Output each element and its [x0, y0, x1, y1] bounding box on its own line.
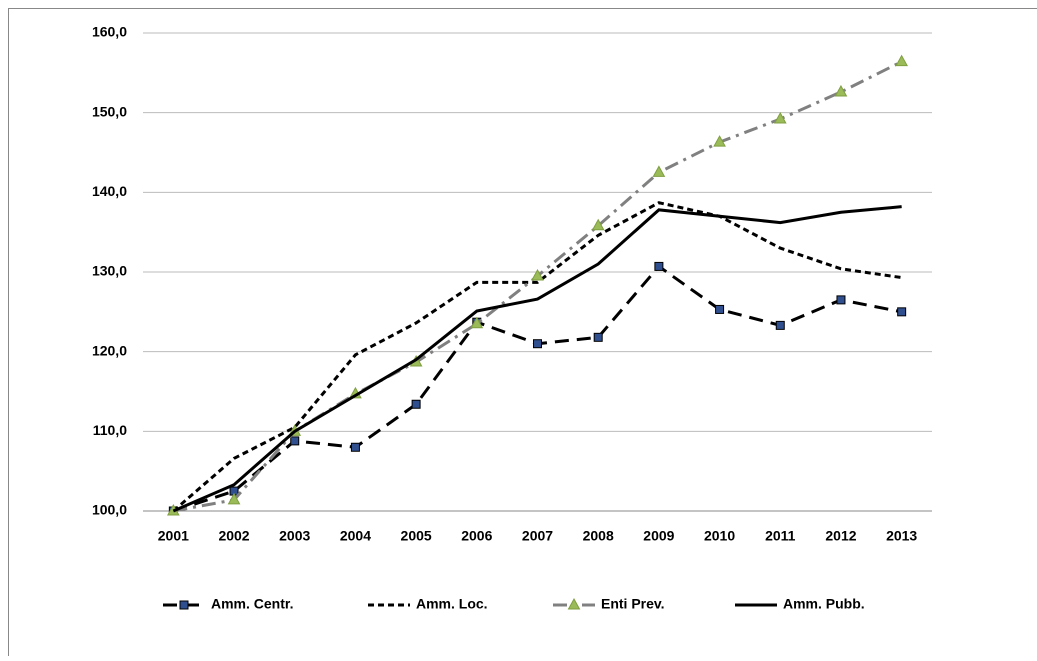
x-tick-label: 2011 — [765, 528, 796, 544]
data-point — [291, 437, 299, 445]
x-tick-label: 2007 — [522, 528, 553, 544]
x-tick-label: 2003 — [279, 528, 310, 544]
data-point — [716, 305, 724, 313]
x-tick-label: 2010 — [704, 528, 735, 544]
y-tick-label: 150,0 — [92, 103, 127, 119]
y-tick-label: 160,0 — [92, 24, 127, 40]
x-tick-label: 2009 — [643, 528, 674, 544]
data-point — [776, 321, 784, 329]
data-point — [837, 296, 845, 304]
x-tick-label: 2001 — [158, 528, 189, 544]
data-point — [898, 308, 906, 316]
y-tick-label: 130,0 — [92, 263, 127, 279]
legend-label: Amm. Pubb. — [783, 596, 865, 612]
x-tick-label: 2012 — [825, 528, 856, 544]
y-tick-label: 110,0 — [93, 422, 127, 438]
data-point — [534, 340, 542, 348]
x-tick-label: 2004 — [340, 528, 371, 544]
legend-label: Amm. Loc. — [416, 596, 488, 612]
data-point — [412, 400, 420, 408]
legend-marker — [180, 601, 188, 609]
y-tick-label: 140,0 — [92, 183, 127, 199]
y-tick-label: 120,0 — [92, 342, 127, 358]
legend-label: Enti Prev. — [601, 596, 665, 612]
x-tick-label: 2002 — [218, 528, 249, 544]
x-tick-label: 2005 — [401, 528, 432, 544]
data-point — [351, 443, 359, 451]
x-tick-label: 2013 — [886, 528, 917, 544]
chart-border — [9, 9, 1037, 657]
data-point — [655, 262, 663, 270]
x-tick-label: 2008 — [583, 528, 614, 544]
legend-label: Amm. Centr. — [211, 596, 293, 612]
y-tick-label: 100,0 — [92, 502, 127, 518]
data-point — [594, 333, 602, 341]
x-tick-label: 2006 — [461, 528, 492, 544]
